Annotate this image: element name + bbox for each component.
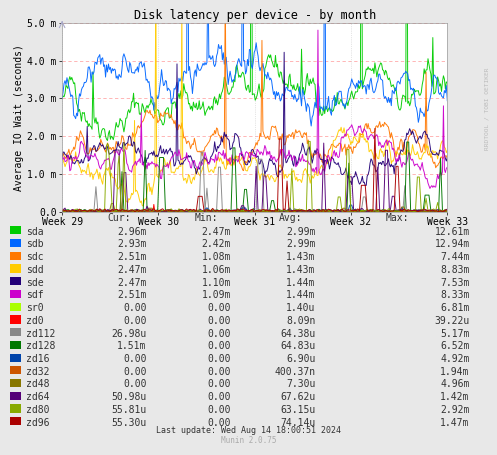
Text: 1.08m: 1.08m <box>202 252 231 262</box>
Text: 2.96m: 2.96m <box>117 227 147 237</box>
Text: 0.00: 0.00 <box>208 379 231 389</box>
Text: 1.94m: 1.94m <box>440 367 470 377</box>
Text: 0.00: 0.00 <box>208 329 231 339</box>
Text: 0.00: 0.00 <box>208 354 231 364</box>
Text: zd32: zd32 <box>26 367 49 377</box>
Text: 7.53m: 7.53m <box>440 278 470 288</box>
Text: 26.98u: 26.98u <box>111 329 147 339</box>
Text: 55.30u: 55.30u <box>111 418 147 428</box>
Text: 1.42m: 1.42m <box>440 392 470 402</box>
Text: 0.00: 0.00 <box>208 367 231 377</box>
Text: 74.14u: 74.14u <box>280 418 316 428</box>
Text: 2.51m: 2.51m <box>117 290 147 300</box>
Text: sda: sda <box>26 227 43 237</box>
Text: 0.00: 0.00 <box>208 341 231 351</box>
Text: 4.96m: 4.96m <box>440 379 470 389</box>
Text: 2.47m: 2.47m <box>117 278 147 288</box>
Text: 6.52m: 6.52m <box>440 341 470 351</box>
Text: 1.51m: 1.51m <box>117 341 147 351</box>
Text: 400.37n: 400.37n <box>274 367 316 377</box>
Text: 0.00: 0.00 <box>123 367 147 377</box>
Text: 0.00: 0.00 <box>123 303 147 313</box>
Text: 55.81u: 55.81u <box>111 405 147 415</box>
Text: 7.30u: 7.30u <box>286 379 316 389</box>
Text: Cur:: Cur: <box>107 212 131 222</box>
Text: Max:: Max: <box>386 212 410 222</box>
Text: 2.47m: 2.47m <box>117 265 147 275</box>
Text: 8.09n: 8.09n <box>286 316 316 326</box>
Text: zd48: zd48 <box>26 379 49 389</box>
Text: 2.51m: 2.51m <box>117 252 147 262</box>
Text: 5.17m: 5.17m <box>440 329 470 339</box>
Text: 6.81m: 6.81m <box>440 303 470 313</box>
Text: 1.43m: 1.43m <box>286 252 316 262</box>
Text: 0.00: 0.00 <box>123 316 147 326</box>
Text: 1.47m: 1.47m <box>440 418 470 428</box>
Text: 1.10m: 1.10m <box>202 278 231 288</box>
Text: zd128: zd128 <box>26 341 55 351</box>
Text: 12.94m: 12.94m <box>434 239 470 249</box>
Text: 2.99m: 2.99m <box>286 239 316 249</box>
Text: 2.99m: 2.99m <box>286 227 316 237</box>
Text: zd16: zd16 <box>26 354 49 364</box>
Text: 8.83m: 8.83m <box>440 265 470 275</box>
Text: 1.09m: 1.09m <box>202 290 231 300</box>
Text: 8.33m: 8.33m <box>440 290 470 300</box>
Text: 64.38u: 64.38u <box>280 329 316 339</box>
Text: 0.00: 0.00 <box>123 379 147 389</box>
Text: Last update: Wed Aug 14 18:00:51 2024: Last update: Wed Aug 14 18:00:51 2024 <box>156 426 341 435</box>
Text: zd64: zd64 <box>26 392 49 402</box>
Text: 0.00: 0.00 <box>208 303 231 313</box>
Text: 2.93m: 2.93m <box>117 239 147 249</box>
Text: 1.43m: 1.43m <box>286 265 316 275</box>
Text: sdb: sdb <box>26 239 43 249</box>
Text: zd0: zd0 <box>26 316 43 326</box>
Text: 64.83u: 64.83u <box>280 341 316 351</box>
Text: 2.42m: 2.42m <box>202 239 231 249</box>
Y-axis label: Average IO Wait (seconds): Average IO Wait (seconds) <box>14 44 24 191</box>
Text: RRDTOOL / TOBI OETIKER: RRDTOOL / TOBI OETIKER <box>485 68 490 151</box>
Text: zd112: zd112 <box>26 329 55 339</box>
Text: 1.40u: 1.40u <box>286 303 316 313</box>
Text: 39.22u: 39.22u <box>434 316 470 326</box>
Text: Munin 2.0.75: Munin 2.0.75 <box>221 436 276 445</box>
Text: 0.00: 0.00 <box>208 418 231 428</box>
Text: 1.44m: 1.44m <box>286 290 316 300</box>
Text: zd96: zd96 <box>26 418 49 428</box>
Text: 1.44m: 1.44m <box>286 278 316 288</box>
Text: sdc: sdc <box>26 252 43 262</box>
Text: Avg:: Avg: <box>279 212 303 222</box>
Text: sde: sde <box>26 278 43 288</box>
Text: 4.92m: 4.92m <box>440 354 470 364</box>
Text: 67.62u: 67.62u <box>280 392 316 402</box>
Text: 2.47m: 2.47m <box>202 227 231 237</box>
Text: sr0: sr0 <box>26 303 43 313</box>
Text: zd80: zd80 <box>26 405 49 415</box>
Text: 7.44m: 7.44m <box>440 252 470 262</box>
Text: 63.15u: 63.15u <box>280 405 316 415</box>
Text: 1.06m: 1.06m <box>202 265 231 275</box>
Text: 0.00: 0.00 <box>123 354 147 364</box>
Text: sdf: sdf <box>26 290 43 300</box>
Text: 12.61m: 12.61m <box>434 227 470 237</box>
Text: 2.92m: 2.92m <box>440 405 470 415</box>
Text: Min:: Min: <box>194 212 218 222</box>
Text: 50.98u: 50.98u <box>111 392 147 402</box>
Text: sdd: sdd <box>26 265 43 275</box>
Text: 6.90u: 6.90u <box>286 354 316 364</box>
Text: 0.00: 0.00 <box>208 392 231 402</box>
Text: 0.00: 0.00 <box>208 405 231 415</box>
Text: 0.00: 0.00 <box>208 316 231 326</box>
Title: Disk latency per device - by month: Disk latency per device - by month <box>134 9 376 21</box>
